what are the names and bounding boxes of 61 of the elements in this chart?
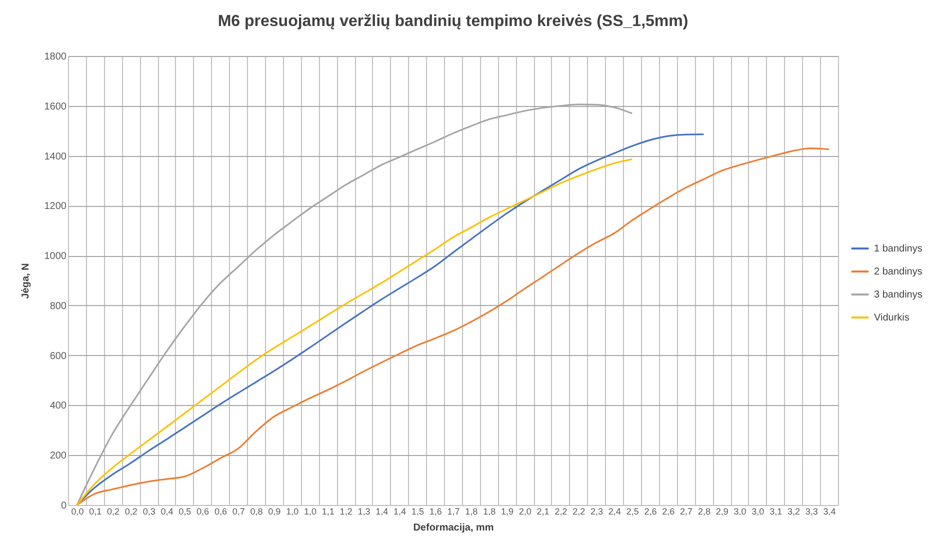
x-tick-label: 2,2	[572, 506, 586, 516]
x-tick-label: 0,3	[142, 506, 156, 516]
x-tick-label: 2,0	[518, 506, 532, 516]
chart-title: M6 presuojamų veržlių bandinių tempimo kreivės (SS_1,5mm)	[218, 13, 688, 30]
x-tick-label: 1,4	[394, 506, 406, 516]
x-tick-label: 3,2	[787, 506, 800, 516]
x-tick-label: 0,2	[124, 506, 138, 516]
x-tick-label: 3,0	[734, 506, 746, 516]
y-tick-label: 400	[50, 400, 67, 412]
x-tick-label: 1,8	[465, 506, 478, 516]
x-tick-label: 0,2	[107, 506, 120, 516]
y-tick-label: 1800	[44, 52, 67, 62]
y-tick-label: 1400	[44, 151, 67, 162]
x-tick-label: 1,2	[340, 506, 352, 516]
x-tick-label: 1,4	[376, 506, 388, 516]
x-tick-label: 2,6	[662, 506, 675, 516]
x-tick-label: 3,4	[823, 506, 836, 516]
legend-label: Vidurkis	[874, 312, 910, 324]
y-tick-label: 1600	[44, 101, 67, 112]
y-tick-label: 0	[60, 500, 67, 512]
x-tick-label: 2,9	[716, 506, 728, 516]
x-tick-label: 1,7	[447, 506, 460, 516]
x-tick-label: 1,1	[322, 506, 334, 516]
y-axis-title: Jėga, N	[20, 263, 32, 299]
x-tick-label: 2,8	[698, 506, 710, 516]
legend-label: 3 bandinys	[874, 290, 922, 300]
x-tick-label: 0,4	[160, 506, 174, 516]
x-tick-label: 1,0	[304, 506, 316, 516]
x-tick-label: 1,9	[500, 506, 514, 516]
x-tick-label: 0,7	[232, 506, 245, 516]
x-tick-label: 2,2	[554, 506, 568, 516]
y-tick-label: 600	[50, 350, 67, 362]
legend-label: 2 bandinys	[874, 266, 922, 278]
x-tick-label: 2,1	[536, 506, 550, 516]
x-tick-label: 0,6	[214, 506, 227, 516]
x-tick-label: 1,8	[483, 506, 496, 516]
x-tick-label: 0,0	[71, 506, 84, 516]
y-tick-label: 800	[50, 300, 67, 312]
x-tick-label: 2,6	[644, 506, 657, 516]
x-tick-label: 2,4	[608, 506, 621, 516]
x-tick-label: 2,7	[680, 506, 693, 516]
x-tick-label: 0,8	[250, 506, 263, 516]
x-tick-label: 0,9	[268, 506, 281, 516]
x-tick-label: 0,1	[89, 506, 102, 516]
x-axis-title: Deformacija, mm	[413, 522, 494, 534]
x-tick-label: 2,5	[626, 506, 639, 516]
y-tick-label: 1200	[44, 201, 67, 212]
x-tick-label: 1,5	[411, 506, 424, 516]
y-tick-label: 200	[50, 450, 67, 462]
x-tick-label: 3,3	[805, 506, 818, 516]
x-tick-label: 1,0	[286, 506, 299, 516]
x-tick-label: 2,3	[590, 506, 604, 516]
x-tick-label: 1,3	[358, 506, 370, 516]
x-tick-label: 0,6	[196, 506, 210, 516]
x-tick-label: 0,5	[178, 506, 192, 516]
x-tick-label: 3,0	[752, 506, 764, 516]
y-tick-label: 1000	[44, 251, 67, 262]
x-tick-label: 1,6	[429, 506, 442, 516]
line-series	[76, 147, 830, 506]
x-tick-label: 3,1	[770, 506, 782, 516]
legend-label: 1 bandinys	[874, 244, 922, 254]
